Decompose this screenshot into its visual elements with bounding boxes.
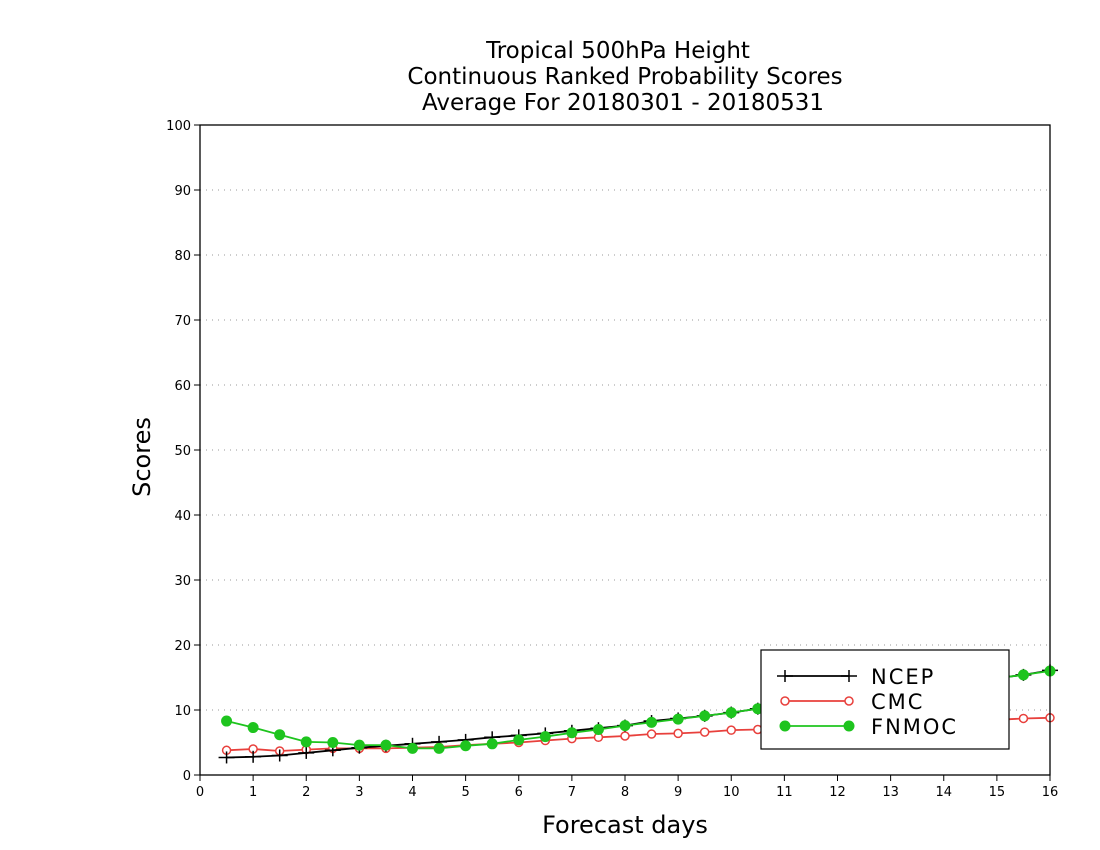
point-ncep-0 xyxy=(218,751,235,764)
x-tick-label-1: 1 xyxy=(249,785,257,800)
point-fnmoc-30 xyxy=(1017,669,1029,681)
point-fnmoc-18 xyxy=(699,710,711,722)
point-fnmoc-14 xyxy=(592,724,604,735)
x-tick-label-10: 10 xyxy=(723,785,740,800)
point-cmc-18 xyxy=(699,727,710,737)
legend-entry-fnmoc: FNMOC xyxy=(779,715,958,739)
y-tick-label-90: 90 xyxy=(174,184,191,199)
x-tick-label-0: 0 xyxy=(196,785,204,800)
point-fnmoc-17 xyxy=(672,713,684,725)
x-tick-label-7: 7 xyxy=(568,785,576,800)
y-tick-label-40: 40 xyxy=(174,509,191,524)
point-fnmoc-1 xyxy=(247,722,259,734)
legend-marker-left-cmc xyxy=(780,696,790,706)
x-tick-label-13: 13 xyxy=(882,785,899,800)
point-cmc-30 xyxy=(1018,713,1029,724)
legend-label-fnmoc: FNMOC xyxy=(871,715,958,739)
point-fnmoc-15 xyxy=(619,720,631,732)
chart-title-line-1: Tropical 500hPa Height xyxy=(485,38,750,64)
point-fnmoc-11 xyxy=(513,734,525,746)
x-axis-label: Forecast days xyxy=(542,811,708,839)
x-tick-label-5: 5 xyxy=(461,785,469,800)
legend-box xyxy=(760,649,1010,750)
point-fnmoc-8 xyxy=(433,742,445,754)
legend-label-cmc: CMC xyxy=(871,690,924,714)
y-tick-label-10: 10 xyxy=(174,704,191,719)
chart-title-line-2: Continuous Ranked Probability Scores xyxy=(407,64,842,90)
legend-entry-ncep: NCEP xyxy=(777,665,935,689)
x-tick-label-2: 2 xyxy=(302,785,310,800)
x-tick-label-14: 14 xyxy=(935,785,952,800)
y-tick-label-100: 100 xyxy=(166,119,191,134)
point-cmc-19 xyxy=(726,725,736,735)
y-tick-label-0: 0 xyxy=(183,769,191,784)
x-tick-label-16: 16 xyxy=(1042,785,1059,800)
x-tick-label-11: 11 xyxy=(776,785,793,800)
x-tick-label-9: 9 xyxy=(674,785,682,800)
x-tick-label-6: 6 xyxy=(515,785,523,800)
x-tick-label-15: 15 xyxy=(989,785,1006,800)
x-tick-label-3: 3 xyxy=(355,785,363,800)
point-fnmoc-3 xyxy=(300,736,312,748)
legend-label-ncep: NCEP xyxy=(871,665,935,689)
x-tick-label-8: 8 xyxy=(621,785,629,800)
point-fnmoc-6 xyxy=(380,739,392,751)
y-tick-label-70: 70 xyxy=(174,314,191,329)
legend-marker-left-fnmoc xyxy=(779,720,791,732)
legend-marker-right-fnmoc xyxy=(843,720,855,732)
point-ncep-1 xyxy=(245,750,262,763)
legend-entry-cmc: CMC xyxy=(780,690,924,714)
point-fnmoc-13 xyxy=(566,727,578,739)
chart-title-line-3: Average For 20180301 - 20180531 xyxy=(422,90,824,116)
point-fnmoc-16 xyxy=(646,716,658,728)
point-cmc-15 xyxy=(620,731,630,741)
point-fnmoc-19 xyxy=(725,707,737,719)
point-ncep-2 xyxy=(271,749,288,762)
x-tick-label-12: 12 xyxy=(829,785,846,800)
point-fnmoc-4 xyxy=(327,737,339,748)
gridlines xyxy=(200,189,1050,711)
point-fnmoc-9 xyxy=(460,740,472,752)
y-tick-label-60: 60 xyxy=(174,379,191,394)
y-tick-label-50: 50 xyxy=(174,444,191,459)
y-tick-label-20: 20 xyxy=(174,639,191,654)
point-fnmoc-12 xyxy=(539,731,551,743)
point-cmc-16 xyxy=(646,729,657,739)
point-fnmoc-2 xyxy=(274,729,286,741)
y-axis-label: Scores xyxy=(128,417,156,497)
x-tick-label-4: 4 xyxy=(408,785,416,800)
point-fnmoc-5 xyxy=(353,739,365,751)
legend-marker-right-cmc xyxy=(844,696,854,706)
legend-marker-right-ncep xyxy=(841,670,857,682)
point-fnmoc-0 xyxy=(221,715,233,727)
y-tick-label-30: 30 xyxy=(174,574,191,589)
point-fnmoc-10 xyxy=(486,738,498,750)
y-tick-label-80: 80 xyxy=(174,249,191,264)
legend-marker-left-ncep xyxy=(777,670,793,682)
point-fnmoc-7 xyxy=(407,742,418,754)
point-cmc-17 xyxy=(673,728,683,739)
point-ncep-3 xyxy=(298,746,315,759)
